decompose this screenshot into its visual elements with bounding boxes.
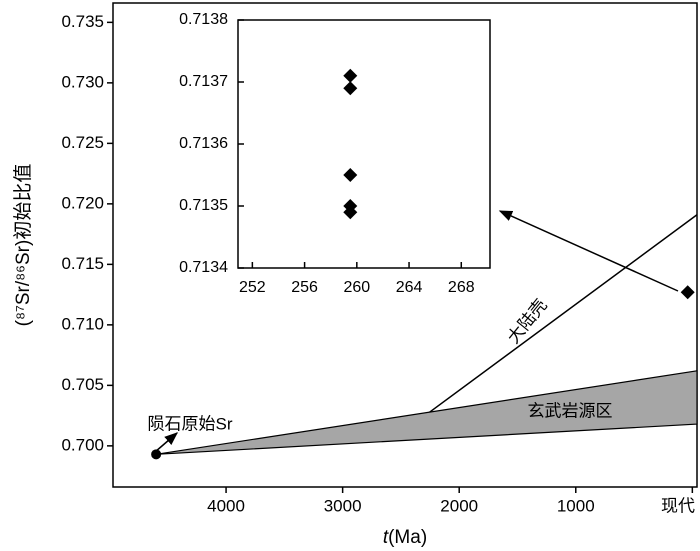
y-tick-label: 0.720 [61, 193, 104, 212]
x-tick-label: 现代 [661, 496, 695, 515]
arrow [154, 432, 179, 453]
y-tick-label: 0.7134 [179, 259, 228, 276]
x-tick-label: 264 [396, 279, 423, 296]
y-tick-label: 0.730 [61, 72, 104, 91]
x-tick-label: 2000 [440, 496, 478, 515]
x-tick-label: 268 [448, 279, 475, 296]
y-tick-label: 0.700 [61, 435, 104, 454]
annotation: 玄武岩源区 [528, 401, 613, 420]
y-tick-label: 0.7136 [179, 135, 228, 152]
x-tick-label: 256 [291, 279, 318, 296]
plot-frame [112, 2, 698, 488]
y-tick-label: 0.705 [61, 375, 104, 394]
x-tick-label: 1000 [557, 496, 595, 515]
y-tick-label: 0.7138 [179, 11, 228, 28]
y-tick-label: 0.7135 [179, 197, 228, 214]
y-tick-label: 0.7137 [179, 73, 228, 90]
point [343, 68, 358, 83]
point [343, 81, 358, 96]
point [343, 168, 358, 182]
x-axis-label: t(Ma) [383, 527, 427, 548]
point [151, 449, 162, 460]
line [417, 214, 698, 422]
y-axis-label: (⁸⁷Sr/⁸⁶Sr)初始比值 [12, 164, 34, 327]
x-tick-label: 3000 [324, 496, 362, 515]
x-tick-label: 260 [343, 279, 370, 296]
x-tick-label: 4000 [207, 496, 245, 515]
y-tick-label: 0.725 [61, 133, 104, 152]
y-tick-label: 0.715 [61, 254, 104, 273]
y-tick-label: 0.710 [61, 314, 104, 333]
x-tick-label: 252 [239, 279, 266, 296]
y-tick-label: 0.735 [61, 12, 104, 31]
point [343, 205, 358, 220]
arrow [498, 210, 679, 292]
point [680, 285, 695, 300]
band [156, 370, 698, 455]
inset-frame [237, 19, 491, 269]
annotation: 陨石原始Sr [148, 414, 233, 433]
inset: 0.7134 0.7135 0.7136 0.7137 0.7138 252 256 260 2… [179, 11, 491, 296]
